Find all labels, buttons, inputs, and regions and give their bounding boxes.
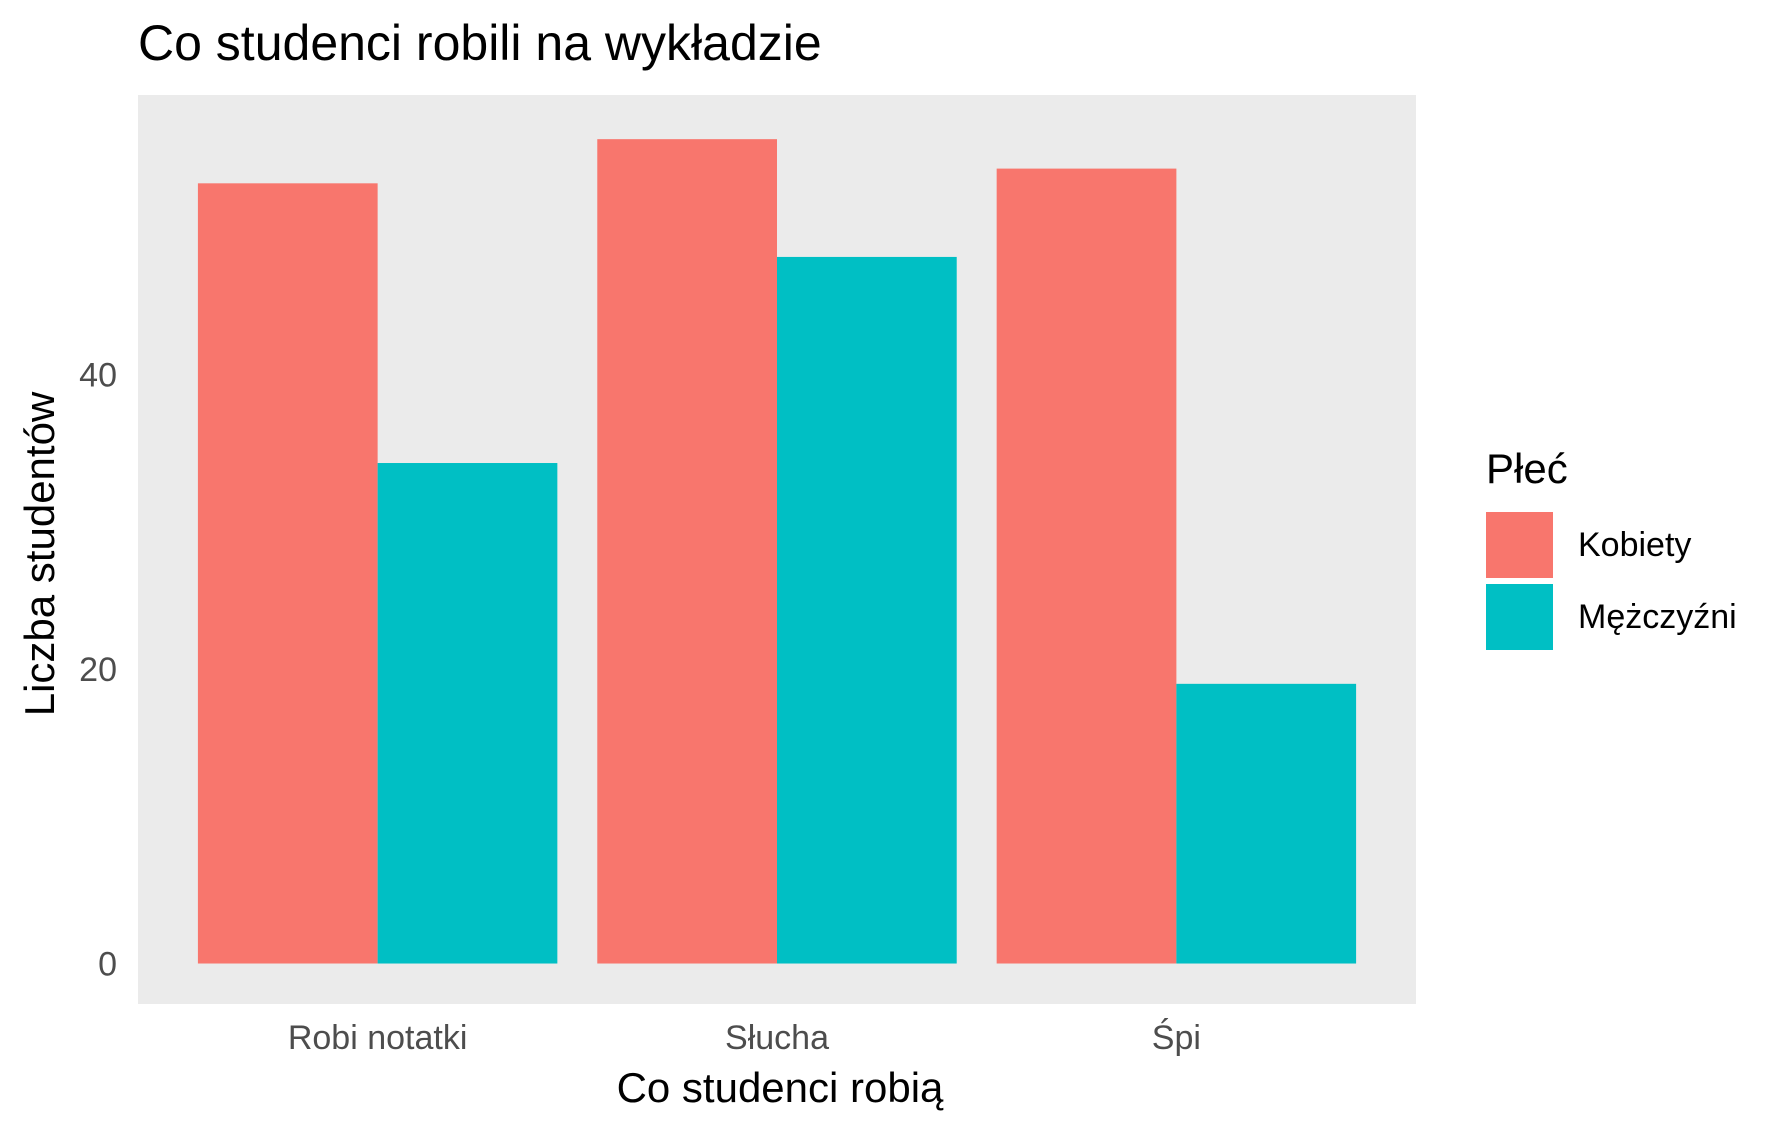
bar-słucha-kobiety bbox=[597, 139, 777, 964]
bar-śpi-kobiety bbox=[996, 168, 1177, 964]
legend: Płeć Kobiety Mężczyźni bbox=[1486, 445, 1737, 650]
bars-group bbox=[197, 139, 1357, 964]
y-tick-label: 40 bbox=[79, 357, 117, 395]
y-axis-title: Liczba studentów bbox=[16, 391, 63, 716]
bar-robi-notatki-kobiety bbox=[197, 183, 378, 964]
x-tick-label: Śpi bbox=[1152, 1018, 1201, 1057]
bar-śpi-mężczyźni bbox=[1176, 683, 1357, 964]
y-axis-ticks: 0 20 40 bbox=[79, 357, 117, 984]
legend-title: Płeć bbox=[1486, 445, 1568, 492]
legend-label-mezczyzni: Mężczyźni bbox=[1578, 598, 1737, 636]
bar-robi-notatki-mężczyźni bbox=[377, 463, 558, 964]
legend-label-kobiety: Kobiety bbox=[1578, 526, 1691, 564]
x-tick-label: Robi notatki bbox=[288, 1019, 468, 1057]
x-axis-title: Co studenci robią bbox=[617, 1064, 944, 1111]
chart-title: Co studenci robili na wykładzie bbox=[138, 15, 822, 71]
x-axis-ticks: Robi notatki Słucha Śpi bbox=[288, 1018, 1201, 1057]
y-tick-label: 20 bbox=[79, 651, 117, 689]
bar-słucha-mężczyźni bbox=[777, 256, 957, 964]
legend-key-kobiety bbox=[1486, 512, 1553, 578]
y-tick-label: 0 bbox=[98, 946, 117, 984]
legend-key-mezczyzni bbox=[1486, 584, 1553, 650]
x-tick-label: Słucha bbox=[725, 1019, 829, 1057]
